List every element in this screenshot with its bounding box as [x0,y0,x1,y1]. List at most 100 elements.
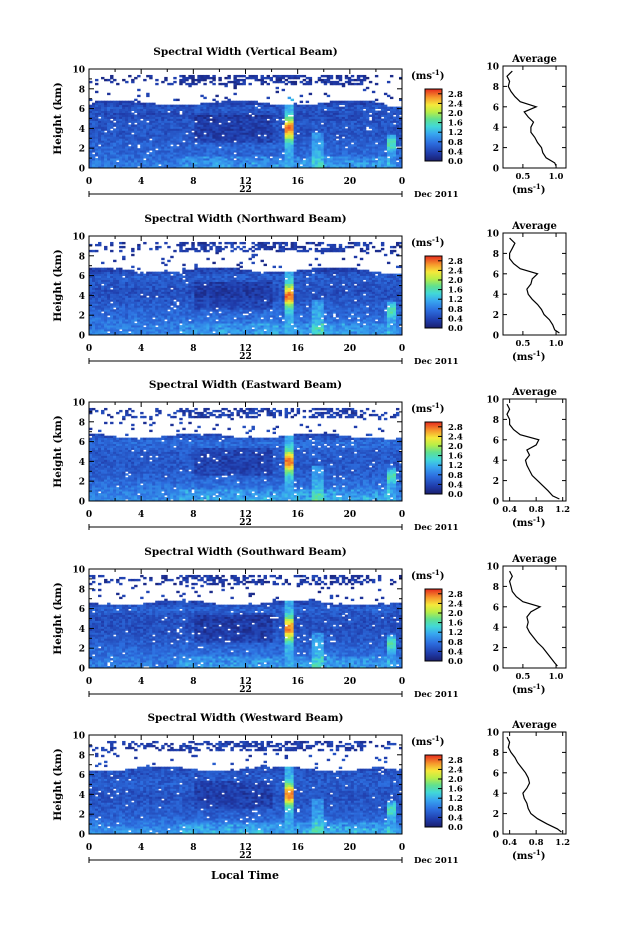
heatmap-cell [128,102,132,106]
heatmap-cell [116,126,120,129]
heatmap-cell [143,156,147,159]
heatmap-cell [197,249,201,253]
heatmap-cell [164,126,168,129]
heatmap-cell [104,106,108,109]
heatmap-cell [119,249,123,253]
heatmap-cell [95,162,99,165]
heatmap-cell [134,106,138,109]
heatmap-cell [164,114,168,117]
heatmap-cell [95,124,99,127]
heatmap-cell [116,267,120,271]
heatmap-cell [260,74,264,78]
heatmap-cell [149,164,153,167]
heatmap-cell [149,116,153,119]
heatmap-cell [194,104,198,108]
heatmap-cell [95,158,99,161]
heatmap-cell [152,122,156,125]
heatmap-cell [128,162,132,165]
heatmap-cell [395,162,400,165]
heatmap-cell [167,134,171,137]
heatmap-cell [191,269,195,273]
heatmap-cell [146,126,150,129]
heatmap-cell [167,160,171,163]
profile-title: Average [511,54,557,65]
heatmap-cell [131,152,135,155]
heatmap-cell [266,120,270,123]
heatmap-cell [119,136,123,139]
heatmap-cell [128,110,132,113]
heatmap-cell [152,114,156,117]
heatmap-cell [185,283,189,286]
heatmap-cell [158,154,162,157]
heatmap-cell [266,102,270,106]
heatmap-cell [125,128,129,131]
heatmap-cell [125,112,129,115]
heatmap-cell [152,146,156,149]
heatmap-cell [131,148,135,151]
heatmap-cell [140,150,144,153]
heatmap-cell [164,132,168,135]
heatmap-cell [140,128,144,131]
heatmap-cell [161,106,165,109]
heatmap-cell [161,152,165,155]
heatmap-cell [128,166,132,169]
profile-x-tick-label: 1.0 [549,172,564,182]
heatmap-cell [140,102,144,106]
profile-x-tick-label: 0.5 [515,172,530,182]
heatmap-cell [164,128,168,131]
heatmap-cell [134,271,138,275]
heatmap-cell [113,118,117,121]
heatmap-cell [110,154,114,157]
heatmap-cell [251,74,255,78]
heatmap-cell [98,102,102,106]
heatmap-cell [125,162,129,165]
heatmap-cell [257,108,261,111]
heatmap-cell [116,152,120,155]
heatmap-cell [152,110,156,113]
heatmap-cell [134,142,138,145]
heatmap-cell [155,150,159,153]
heatmap-cell [146,158,150,161]
heatmap-cell [371,90,376,94]
y-tick-label: 4 [79,125,85,135]
heatmap-cell [122,156,126,159]
heatmap-cell [143,110,147,113]
heatmap-cell [89,138,93,141]
heatmap-cell [110,136,114,139]
heatmap-cell [275,90,280,94]
heatmap-cell [92,128,96,131]
heatmap-cell [356,74,361,78]
heatmap-cell [326,74,331,78]
heatmap-cell [167,259,171,263]
heatmap-cell [368,100,373,104]
heatmap-cell [89,144,93,147]
heatmap-cell [176,271,180,275]
heatmap-cell [149,134,153,137]
heatmap-cell [92,132,96,135]
heatmap-cell [116,114,120,117]
heatmap-cell [125,102,129,106]
heatmap-cell [89,108,93,111]
heatmap-cell [185,269,189,273]
heatmap-cell [104,128,108,131]
heatmap-cell [128,128,132,131]
heatmap-cell [188,104,192,108]
heatmap-cell [143,150,147,153]
heatmap-cell [161,126,165,129]
heatmap-cell [161,140,165,143]
heatmap-cell [167,164,171,167]
heatmap-cell [281,80,286,84]
heatmap-cell [131,106,135,109]
heatmap-cell [218,124,222,127]
heatmap-cell [389,96,394,100]
heatmap-cell [149,128,153,131]
heatmap-cell [122,124,126,127]
heatmap-cell [140,104,144,108]
heatmap-cell [149,132,153,135]
heatmap-cell [149,104,153,108]
heatmap-cell [116,144,120,147]
heatmap-cell [155,110,159,113]
heatmap-cell [152,152,156,155]
heatmap-cell [263,76,267,80]
heatmap-cell [161,138,165,141]
